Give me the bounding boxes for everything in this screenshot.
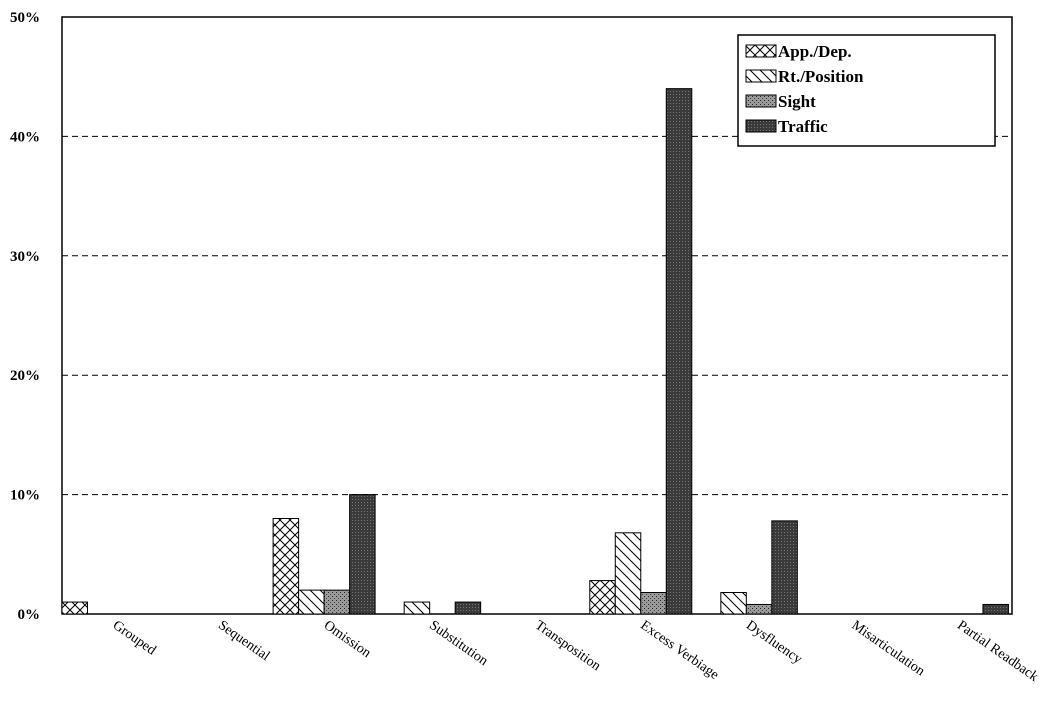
y-tick-label: 20% bbox=[10, 368, 40, 384]
y-tick-label: 40% bbox=[10, 129, 40, 145]
gridlines bbox=[62, 135, 1012, 496]
legend-label: Rt./Position bbox=[778, 67, 864, 86]
x-tick-label: Substitution bbox=[426, 618, 490, 669]
bar-traffic-substitution bbox=[454, 601, 482, 615]
x-tick-label: Transposition bbox=[532, 618, 603, 674]
y-tick-label: 0% bbox=[18, 607, 41, 623]
bar-sight-excess-verbiage bbox=[640, 592, 667, 615]
x-axis-labels: Grouped Sequential Omission Substitution Tra… bbox=[110, 618, 1041, 685]
legend-label: App./Dep. bbox=[778, 42, 852, 61]
legend-box bbox=[737, 34, 996, 147]
bar-rt-position-substitution bbox=[403, 601, 431, 615]
legend-label: Traffic bbox=[778, 117, 828, 136]
bar-traffic-omission bbox=[349, 494, 376, 615]
bar-app-dep-excess-verbiage bbox=[589, 580, 616, 615]
bar-rt-position-excess-verbiage bbox=[614, 532, 642, 615]
bar-rt-position-dysfluency bbox=[720, 592, 747, 615]
bar-app-dep-grouped bbox=[61, 601, 88, 615]
x-tick-label: Omission bbox=[321, 618, 374, 661]
bar-traffic-excess-verbiage bbox=[665, 88, 693, 615]
x-tick-label: Sequential bbox=[215, 618, 272, 664]
legend-label: Sight bbox=[778, 92, 816, 111]
plot-area-frame bbox=[61, 16, 1013, 615]
x-tick-label: Partial Readback bbox=[954, 618, 1041, 685]
legend-swatch bbox=[745, 44, 777, 58]
x-tick-label: Excess Verbiage bbox=[637, 618, 721, 683]
x-tick-label: Dysfluency bbox=[743, 618, 804, 667]
bars bbox=[61, 88, 1009, 615]
legend-swatch bbox=[745, 69, 777, 83]
y-tick-label: 50% bbox=[10, 10, 40, 26]
x-tick-label: Grouped bbox=[110, 618, 159, 658]
bar-traffic-dysfluency bbox=[771, 520, 798, 615]
bar-rt-position-omission bbox=[298, 589, 325, 615]
bar-sight-omission bbox=[323, 589, 351, 615]
legend-swatch bbox=[745, 94, 777, 108]
y-tick-label: 10% bbox=[10, 488, 40, 504]
bar-traffic-partial-readback bbox=[982, 603, 1009, 615]
bar-sight-dysfluency bbox=[745, 603, 773, 615]
legend: App./Dep. Rt./Position Sight Traffic bbox=[737, 34, 996, 147]
y-axis-ticks: 0% 10% 20% 30% 40% 50% bbox=[10, 10, 40, 623]
y-tick-label: 30% bbox=[10, 249, 40, 265]
legend-swatch bbox=[745, 119, 777, 133]
bar-app-dep-omission bbox=[272, 517, 300, 615]
x-tick-label: Misarticulation bbox=[849, 618, 928, 679]
